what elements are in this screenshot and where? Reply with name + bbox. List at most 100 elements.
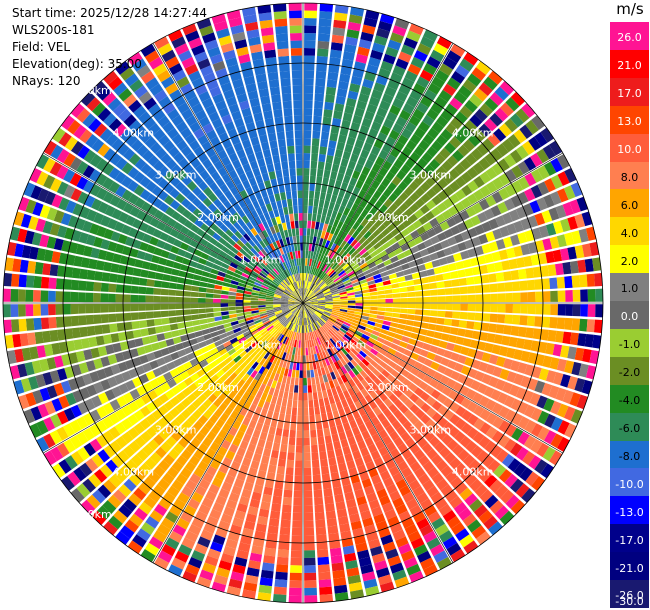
velocity-gate [392,569,407,581]
velocity-gate [204,555,219,567]
velocity-gate [234,254,243,262]
velocity-gate [228,299,236,303]
velocity-gate [111,386,123,398]
velocity-gate [295,370,300,378]
velocity-gate [183,504,197,517]
velocity-gate [347,297,356,301]
velocity-gate [130,303,139,312]
azimuth-line [302,302,454,563]
velocity-gate [241,353,250,362]
velocity-gate [146,168,158,180]
velocity-gate [166,217,177,228]
velocity-gate [213,435,224,446]
velocity-gate [90,247,100,259]
velocity-gate [419,425,430,437]
velocity-gate [508,336,518,348]
velocity-gate [296,430,303,438]
velocity-gate [237,218,246,227]
velocity-gate [261,455,270,465]
velocity-gate [352,319,360,325]
velocity-gate [3,304,11,318]
velocity-gate [257,274,266,281]
velocity-gate [464,473,478,487]
velocity-gate [285,312,292,318]
velocity-gate [152,530,167,543]
velocity-gate [374,277,383,284]
velocity-gate [306,273,310,281]
velocity-gate [318,25,331,35]
velocity-gate [303,415,309,423]
velocity-gate [290,307,298,313]
velocity-gate [298,303,303,309]
velocity-gate [291,308,298,314]
velocity-gate [376,488,388,499]
velocity-gate [295,324,299,333]
velocity-gate [416,157,428,169]
velocity-gate [236,239,245,248]
velocity-gate [316,269,322,277]
velocity-gate [356,224,364,233]
velocity-gate [123,285,132,294]
velocity-gate [167,345,177,354]
velocity-gate [557,420,570,435]
velocity-gate [111,208,123,220]
velocity-gate [362,296,371,300]
velocity-gate [310,304,318,307]
velocity-gate [303,108,313,116]
velocity-gate [251,270,259,277]
velocity-gate [315,70,327,80]
velocity-gate [335,212,343,221]
velocity-gate [485,412,498,425]
velocity-gate [214,316,223,322]
velocity-gate [115,61,130,75]
velocity-gate [108,293,116,303]
velocity-gate [425,419,437,430]
velocity-gate [520,292,528,303]
velocity-gate [455,418,467,430]
velocity-gate [364,355,373,363]
velocity-gate [226,269,235,276]
velocity-gate [549,357,560,370]
velocity-gate [196,18,212,30]
velocity-gate [303,198,308,206]
velocity-gate [10,304,19,317]
velocity-gate [330,355,337,363]
velocity-gate [571,275,581,288]
velocity-gate [245,474,256,484]
velocity-gate [304,572,317,581]
colorbar-segment [610,217,649,246]
azimuth-line [302,302,563,454]
velocity-gate [220,307,229,312]
velocity-gate [127,540,143,554]
velocity-gate [152,109,166,122]
velocity-gate [218,204,228,214]
velocity-gate [410,352,420,361]
velocity-gate [280,263,286,271]
velocity-gate [140,43,156,57]
velocity-gate [299,362,303,371]
velocity-gate [303,295,306,303]
velocity-gate [274,292,282,296]
velocity-gate [398,404,409,414]
velocity-gate [333,323,341,330]
velocity-gate [127,414,139,426]
velocity-gate [469,257,479,267]
velocity-gate [159,232,170,242]
velocity-gate [239,189,249,199]
velocity-gate [248,467,258,477]
velocity-gate [171,557,186,570]
velocity-gate [142,149,154,162]
velocity-gate [310,369,315,378]
velocity-gate [204,39,219,51]
velocity-gate [446,77,461,90]
velocity-gate [496,449,509,463]
velocity-gate [349,177,358,187]
velocity-gate [233,272,242,279]
velocity-gate [359,337,368,344]
velocity-gate [163,454,175,466]
velocity-gate [284,383,290,392]
velocity-gate [329,547,342,557]
velocity-gate [291,266,296,275]
velocity-gate [341,477,351,487]
velocity-gate [338,329,346,336]
